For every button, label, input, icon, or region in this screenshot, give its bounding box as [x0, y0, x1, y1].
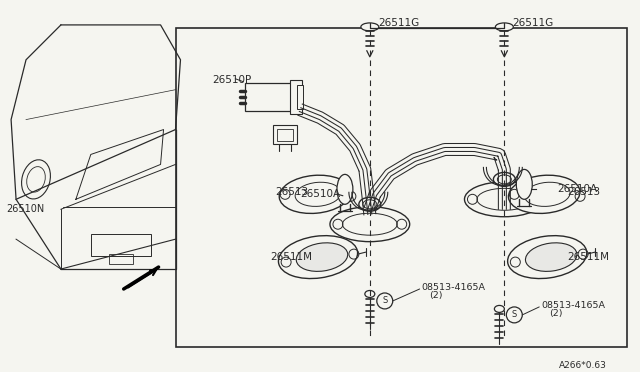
Ellipse shape [508, 235, 587, 279]
Text: 26510N: 26510N [6, 204, 44, 214]
Text: A266*0.63: A266*0.63 [559, 361, 607, 370]
Ellipse shape [508, 175, 580, 214]
Bar [273, 125, 297, 144]
Text: 26511G: 26511G [378, 18, 419, 28]
Ellipse shape [497, 175, 511, 184]
Bar [109, 254, 132, 264]
Ellipse shape [330, 207, 410, 242]
Ellipse shape [524, 182, 570, 206]
Ellipse shape [365, 291, 375, 298]
Ellipse shape [525, 243, 577, 272]
Ellipse shape [363, 200, 377, 209]
Text: 26510A: 26510A [300, 189, 340, 199]
Text: 26513: 26513 [567, 187, 600, 197]
Ellipse shape [337, 174, 353, 204]
Text: 26513: 26513 [275, 187, 308, 197]
Ellipse shape [495, 23, 513, 31]
Text: 26511G: 26511G [513, 18, 554, 28]
Ellipse shape [494, 305, 504, 312]
Text: (2): (2) [429, 291, 443, 300]
Text: 26511M: 26511M [567, 252, 609, 262]
Ellipse shape [278, 235, 358, 279]
Text: S: S [512, 310, 517, 320]
Text: 08513-4165A: 08513-4165A [541, 301, 605, 310]
Text: 26510P: 26510P [212, 75, 252, 85]
Text: 26511M: 26511M [270, 252, 312, 262]
Ellipse shape [493, 172, 515, 186]
Ellipse shape [361, 23, 379, 31]
Ellipse shape [477, 188, 532, 210]
Ellipse shape [516, 169, 532, 199]
Text: (2): (2) [549, 309, 563, 318]
Text: 26510A: 26510A [557, 185, 597, 194]
Text: 08513-4165A: 08513-4165A [422, 283, 486, 292]
Bar [245, 83, 300, 110]
Bar [91, 234, 150, 256]
Text: S: S [382, 296, 387, 305]
Bar [290, 80, 302, 113]
Ellipse shape [342, 213, 397, 235]
Bar [297, 85, 303, 109]
Circle shape [506, 307, 522, 323]
Bar [175, 28, 627, 347]
Ellipse shape [359, 197, 381, 211]
Ellipse shape [296, 243, 348, 272]
Ellipse shape [279, 175, 351, 214]
Bar [277, 129, 293, 141]
Ellipse shape [295, 182, 341, 206]
Circle shape [377, 293, 393, 309]
Ellipse shape [465, 182, 544, 217]
